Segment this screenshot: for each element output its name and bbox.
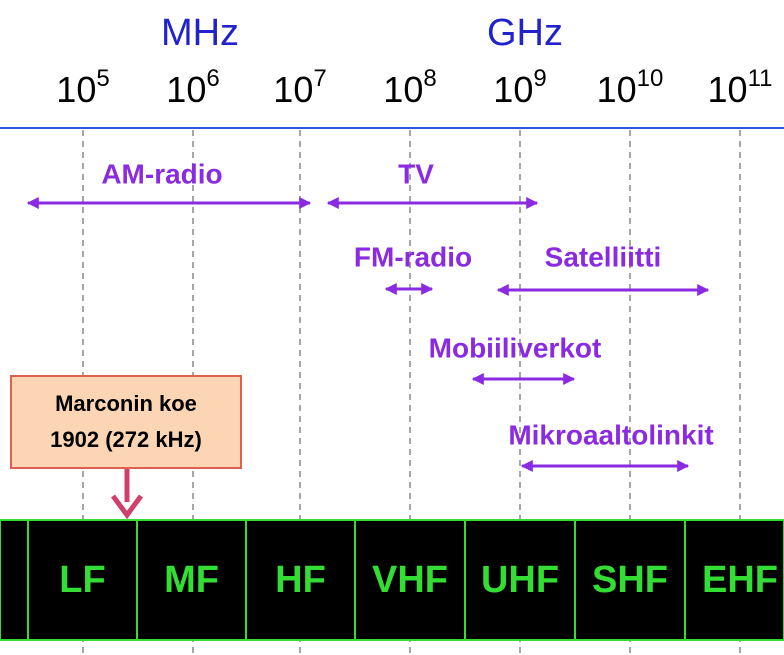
band-border	[0, 519, 784, 641]
unit-label: GHz	[487, 12, 563, 54]
callout-box	[10, 375, 242, 469]
tick-label: 109	[493, 65, 546, 109]
range-label: TV	[398, 158, 434, 189]
callout-arrowhead	[110, 494, 144, 520]
band-label: VHF	[372, 559, 448, 601]
tick-label: 107	[273, 65, 326, 109]
unit-label: MHz	[161, 12, 239, 54]
band-label: HF	[275, 559, 326, 601]
band-label: UHF	[481, 559, 559, 601]
range-label: Mobiiliverkot	[429, 332, 602, 363]
tick-label: 108	[383, 65, 436, 109]
tick-label: 1010	[597, 65, 664, 109]
range-label: FM-radio	[354, 241, 472, 272]
range-label: Satelliitti	[545, 241, 662, 272]
tick-label: 105	[56, 65, 109, 109]
callout-text: 1902 (272 kHz)	[50, 427, 202, 452]
band-label: EHF	[702, 559, 778, 601]
tick-label: 106	[166, 65, 219, 109]
range-label: Mikroaaltolinkit	[508, 419, 713, 450]
range-label: AM-radio	[101, 158, 222, 189]
band-label: MF	[164, 559, 219, 601]
band-label: LF	[59, 559, 105, 601]
callout-text: Marconin koe	[55, 391, 197, 416]
band-label: SHF	[592, 559, 668, 601]
tick-label: 1011	[708, 65, 773, 109]
band-strip	[0, 520, 784, 640]
